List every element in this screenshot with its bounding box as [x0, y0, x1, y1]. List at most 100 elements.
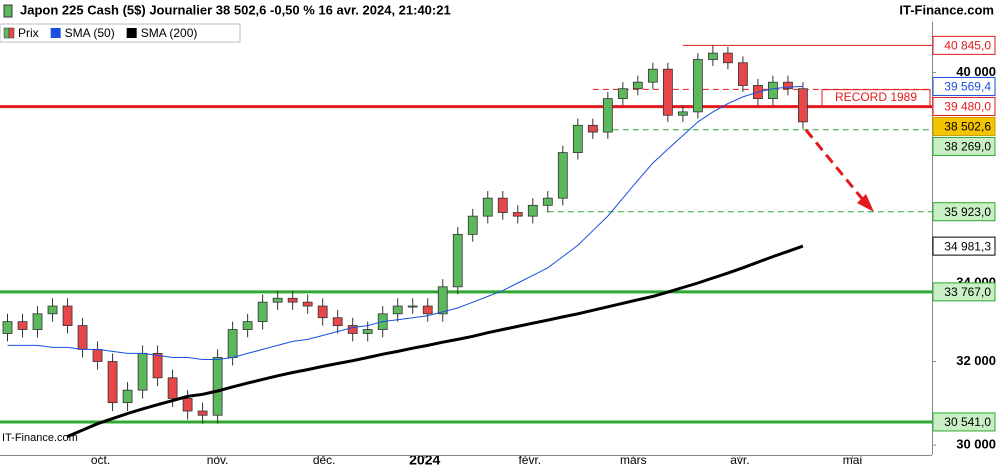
candle-body — [632, 81, 643, 90]
legend-swatch — [50, 28, 61, 38]
trend-arrow — [804, 129, 870, 207]
candle-body — [62, 305, 73, 326]
candle-body — [122, 389, 133, 404]
candle-body — [242, 321, 253, 330]
x-tick-label: mars — [620, 453, 647, 467]
sma-line — [7, 85, 803, 360]
candle-body — [452, 233, 463, 288]
watermark: IT-Finance.com — [2, 432, 78, 444]
price-label: 33 767,0 — [944, 285, 991, 299]
candle-body — [167, 377, 178, 399]
price-label-box — [932, 76, 996, 96]
candle-body — [542, 197, 553, 206]
header-bg — [0, 0, 1001, 22]
candle-body — [467, 215, 478, 235]
brand: IT-Finance.com — [899, 2, 994, 17]
candle-body — [32, 313, 43, 330]
x-tick-label: avr. — [730, 453, 749, 467]
candle-body — [272, 297, 283, 303]
price-label: 34 981,3 — [944, 239, 991, 253]
candle-body — [107, 361, 118, 404]
price-label: 39 569,4 — [944, 80, 991, 94]
candle-body — [332, 317, 343, 326]
price-label-box — [932, 282, 996, 302]
candle-body — [647, 68, 658, 83]
candle-body — [17, 321, 28, 330]
candle-body — [768, 81, 778, 100]
candle-body — [47, 305, 58, 315]
candle-body — [92, 349, 103, 362]
level-tag-box — [821, 89, 931, 107]
candle-body — [512, 212, 523, 217]
legend-label: SMA (200) — [141, 26, 198, 40]
y-tick-label: 30 000 — [956, 437, 996, 452]
legend-label: SMA (50) — [65, 26, 115, 40]
price-label: 38 269,0 — [944, 140, 991, 154]
candle-body — [662, 68, 673, 116]
candle-body — [617, 88, 628, 100]
price-label: 40 845,0 — [944, 39, 991, 53]
x-tick-label: 2024 — [409, 452, 440, 468]
candle-body — [317, 305, 328, 319]
overlay: Japon 225 Cash (5$) Journalier 38 502,6 … — [0, 0, 1001, 444]
logo-icon — [3, 4, 13, 18]
price-label-box — [932, 412, 996, 432]
candle-body — [707, 52, 718, 60]
candle-body — [783, 81, 793, 90]
level-tag: RECORD 1989 — [835, 90, 917, 104]
legend-swatch — [126, 28, 137, 38]
candle-body — [722, 52, 733, 64]
price-label-box — [932, 116, 996, 136]
candle-body — [407, 305, 418, 308]
candle-body — [2, 321, 13, 334]
candle-body — [437, 286, 448, 315]
candle-body — [302, 301, 313, 307]
candle-body — [677, 111, 688, 116]
candle-body — [347, 325, 358, 334]
y-tick-label: 40 000 — [956, 64, 996, 79]
candle-body — [692, 59, 703, 113]
price-label-box — [932, 136, 996, 156]
candle-body — [212, 357, 223, 416]
legend-label: Prix — [18, 26, 39, 40]
candle-body — [182, 398, 193, 412]
candle-body — [798, 88, 808, 123]
candle-body — [227, 329, 238, 358]
arrow-head — [857, 194, 874, 212]
sma-line — [66, 244, 804, 438]
x-tick-label: déc. — [313, 453, 336, 467]
legend-swatch — [8, 27, 15, 39]
price-label: 35 923,0 — [944, 205, 991, 219]
header-title: Japon 225 Cash (5$) Journalier 38 502,6 … — [20, 2, 451, 17]
candle-body — [362, 329, 373, 334]
candle-body — [587, 124, 598, 133]
price-label: 38 502,6 — [944, 120, 991, 134]
candle-body — [737, 62, 748, 86]
candle-body — [422, 305, 433, 315]
price-label-box — [932, 96, 996, 116]
x-tick-label: févr. — [518, 453, 541, 467]
x-tick-label: oct. — [91, 453, 110, 467]
candle-body — [482, 197, 493, 217]
x-tick-label: mai — [843, 453, 862, 467]
price-label-box — [932, 35, 996, 55]
candle-body — [527, 204, 538, 217]
candle-body — [602, 98, 613, 133]
candle-body — [557, 152, 568, 199]
candle-body — [197, 410, 208, 416]
legend-swatch — [3, 27, 10, 39]
candle-body — [137, 353, 148, 391]
candle-body — [572, 124, 583, 153]
legend: Prix SMA (50) SMA (200) — [0, 23, 241, 43]
candle-body — [257, 301, 268, 323]
candle-body — [152, 353, 163, 379]
candle-body — [497, 197, 508, 213]
price-label: 30 541,0 — [944, 415, 991, 429]
candle-body — [77, 325, 88, 350]
price-label-box — [932, 236, 996, 256]
y-tick-label: 32 000 — [956, 353, 996, 368]
x-tick-label: nov. — [207, 453, 229, 467]
